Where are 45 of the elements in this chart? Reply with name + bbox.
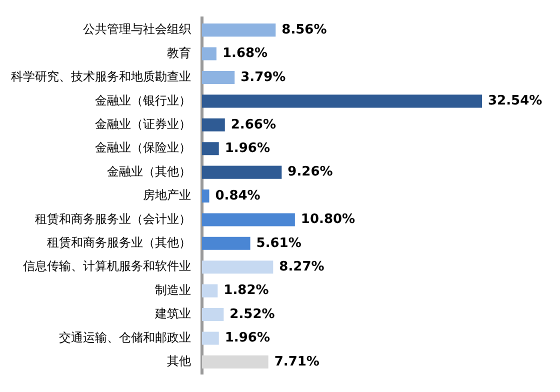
data-label: 7.71% (274, 354, 320, 370)
data-label: 1.96% (224, 330, 270, 346)
data-label: 8.27% (279, 259, 324, 274)
data-label: 2.52% (230, 306, 275, 322)
bar (202, 213, 295, 226)
data-label: 32.54% (488, 94, 542, 109)
y-tick-label: 制造业 (155, 282, 191, 297)
y-tick-label: 科学研究、技术服务和地质勘查业 (11, 70, 191, 84)
data-label: 2.66% (230, 117, 276, 132)
y-tick-label: 金融业（保险业） (95, 140, 191, 155)
y-tick-label: 其他 (167, 354, 191, 368)
data-label: 8.56% (282, 22, 327, 38)
bar (202, 70, 235, 84)
y-tick-label: 公共管理与社会组织 (83, 22, 191, 36)
data-label: 1.96% (224, 140, 270, 156)
y-tick-label: 房地产业 (143, 188, 191, 202)
data-label: 5.61% (256, 236, 302, 251)
bar (202, 47, 216, 60)
y-tick-label: 租赁和商务服务业（其他） (47, 236, 191, 250)
y-tick-label: 信息传输、计算机服务和软件业 (23, 259, 191, 274)
bar (202, 142, 219, 156)
y-tick-label: 金融业（银行业） (95, 93, 191, 108)
data-label: 9.26% (288, 164, 333, 180)
bar (202, 189, 210, 203)
bar (202, 260, 274, 274)
bar (202, 236, 250, 250)
y-tick-label: 金融业（其他） (107, 164, 191, 178)
bar (202, 284, 218, 298)
bar (202, 332, 219, 345)
bar (202, 308, 224, 322)
y-tick-label: 金融业（证券业） (95, 117, 191, 132)
y-tick-label: 建筑业 (154, 306, 191, 321)
data-label: 0.84% (215, 188, 260, 204)
data-label: 10.80% (300, 212, 356, 228)
bar (202, 118, 225, 132)
y-tick-label: 教育 (167, 46, 191, 60)
bar (202, 355, 268, 368)
bar (202, 24, 276, 37)
y-tick-label: 交通运输、仓储和邮政业 (59, 330, 191, 344)
data-label: 1.68% (222, 46, 268, 62)
y-tick-label: 租赁和商务服务业（会计业） (35, 212, 191, 226)
bar (202, 166, 282, 179)
bar (202, 94, 482, 108)
data-label: 3.79% (240, 70, 286, 85)
data-label: 1.82% (224, 283, 269, 298)
